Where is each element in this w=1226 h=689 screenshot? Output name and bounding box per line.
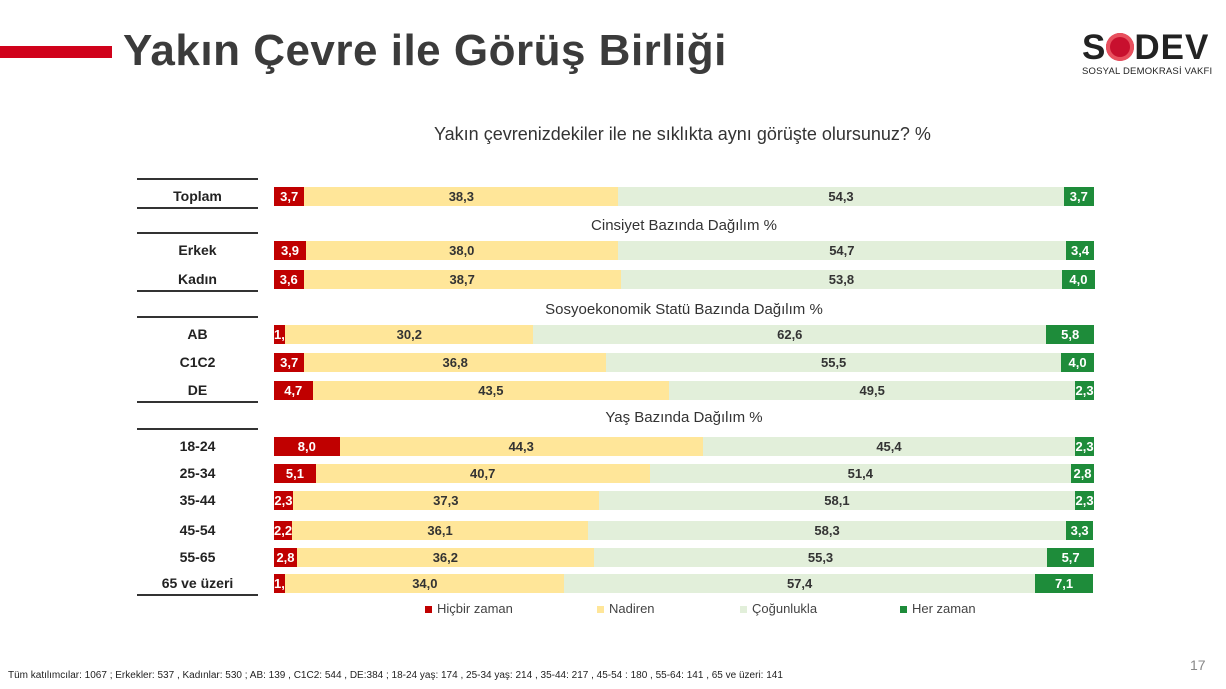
bar-segment-her-zaman: 2,3: [1075, 437, 1094, 456]
section-header: Yaş Bazında Dağılım %: [605, 409, 763, 426]
legend-label: Nadiren: [609, 601, 655, 616]
bar-segment-her-zaman: 2,8: [1071, 464, 1094, 483]
bar-segment-hiçbir-zaman: 1,4: [274, 574, 286, 593]
bar-segment-nadiren: 36,8: [304, 353, 607, 372]
sodev-logo: S DEV SOSYAL DEMOKRASİ VAKFI: [1082, 28, 1218, 78]
logo-wordmark: S DEV: [1082, 28, 1210, 67]
legend-swatch: [900, 606, 907, 613]
legend-item: Hiçbir zaman: [425, 601, 513, 616]
group-divider: [137, 594, 258, 596]
bar-segment-çoğunlukla: 54,7: [617, 241, 1067, 260]
group-divider: [137, 232, 258, 234]
bar-segment-çoğunlukla: 49,5: [669, 381, 1076, 400]
bar-segment-hiçbir-zaman: 3,9: [274, 241, 306, 260]
bar-segment-çoğunlukla: 55,3: [593, 548, 1048, 567]
bar-segment-nadiren: 38,3: [304, 187, 619, 206]
bar-segment-nadiren: 40,7: [315, 464, 650, 483]
group-divider: [137, 290, 258, 292]
bar-segment-her-zaman: 5,7: [1047, 548, 1094, 567]
row-label: 55-65: [179, 549, 216, 565]
bar-segment-çoğunlukla: 53,8: [620, 270, 1063, 289]
bar-segment-nadiren: 38,0: [305, 241, 618, 260]
row-label: 18-24: [179, 438, 216, 454]
bar-segment-nadiren: 43,5: [312, 381, 670, 400]
group-divider: [137, 401, 258, 403]
group-divider: [137, 428, 258, 430]
bar-segment-çoğunlukla: 58,1: [598, 491, 1076, 510]
legend-item: Nadiren: [597, 601, 655, 616]
bar-segment-hiçbir-zaman: 1,4: [274, 325, 286, 344]
legend-label: Hiçbir zaman: [437, 601, 513, 616]
section-header: Sosyoekonomik Statü Bazında Dağılım %: [545, 301, 823, 318]
legend-swatch: [597, 606, 604, 613]
bar-segment-nadiren: 37,3: [292, 491, 599, 510]
page-title: Yakın Çevre ile Görüş Birliği: [123, 26, 727, 75]
bar-segment-nadiren: 36,1: [292, 521, 589, 540]
bar-segment-nadiren: 38,7: [303, 270, 621, 289]
bar-segment-çoğunlukla: 62,6: [533, 325, 1047, 344]
row-label: Toplam: [173, 188, 222, 204]
row-label: Erkek: [178, 242, 217, 258]
section-header: Cinsiyet Bazında Dağılım %: [591, 217, 777, 234]
page-number: 17: [1190, 657, 1206, 673]
bar-segment-hiçbir-zaman: 2,2: [274, 521, 293, 540]
group-divider: [137, 316, 258, 318]
bar-segment-her-zaman: 3,7: [1063, 187, 1094, 206]
bar-segment-nadiren: 34,0: [285, 574, 565, 593]
bar-segment-her-zaman: 7,1: [1034, 574, 1094, 593]
bar-segment-her-zaman: 5,8: [1046, 325, 1094, 344]
chart-title: Yakın çevrenizdekiler ile ne sıklıkta ay…: [434, 124, 931, 144]
bar-segment-nadiren: 44,3: [339, 437, 703, 456]
bar-segment-çoğunlukla: 51,4: [649, 464, 1072, 483]
sample-size-note: Tüm katılımcılar: 1067 ; Erkekler: 537 ,…: [8, 670, 783, 681]
row-label: DE: [187, 382, 208, 398]
legend-item: Her zaman: [900, 601, 976, 616]
bar-segment-her-zaman: 4,0: [1062, 270, 1095, 289]
bar-segment-hiçbir-zaman: 2,3: [274, 491, 293, 510]
bar-segment-her-zaman: 2,3: [1075, 491, 1094, 510]
row-label: 65 ve üzeri: [161, 575, 234, 591]
row-label: 45-54: [179, 522, 216, 538]
bar-segment-hiçbir-zaman: 3,6: [274, 270, 304, 289]
bar-segment-hiçbir-zaman: 8,0: [274, 437, 340, 456]
bar-segment-her-zaman: 2,3: [1075, 381, 1094, 400]
row-label: 35-44: [179, 492, 216, 508]
bar-segment-hiçbir-zaman: 3,7: [274, 187, 305, 206]
bar-segment-hiçbir-zaman: 4,7: [274, 381, 313, 400]
row-label: Kadın: [178, 271, 217, 287]
row-label: 25-34: [179, 465, 216, 481]
row-label: AB: [187, 326, 208, 342]
legend-label: Çoğunlukla: [752, 601, 818, 616]
bar-segment-çoğunlukla: 55,5: [606, 353, 1062, 372]
bar-segment-çoğunlukla: 54,3: [618, 187, 1064, 206]
bar-segment-her-zaman: 3,4: [1066, 241, 1094, 260]
title-accent-bar: [0, 46, 112, 58]
rose-icon: [1106, 33, 1135, 61]
bar-segment-nadiren: 36,2: [296, 548, 594, 567]
bar-segment-hiçbir-zaman: 5,1: [274, 464, 316, 483]
bar-segment-çoğunlukla: 58,3: [588, 521, 1067, 540]
legend-item: Çoğunlukla: [740, 601, 817, 616]
bar-segment-çoğunlukla: 57,4: [564, 574, 1035, 593]
group-divider: [137, 207, 258, 209]
bar-segment-her-zaman: 3,3: [1066, 521, 1094, 540]
bar-segment-hiçbir-zaman: 3,7: [274, 353, 305, 372]
legend-swatch: [425, 606, 432, 613]
bar-segment-nadiren: 30,2: [285, 325, 534, 344]
row-label: C1C2: [179, 354, 216, 370]
group-divider: [137, 178, 258, 180]
legend-label: Her zaman: [912, 601, 976, 616]
bar-segment-her-zaman: 4,0: [1061, 353, 1094, 372]
legend-swatch: [740, 606, 747, 613]
bar-segment-hiçbir-zaman: 2,8: [274, 548, 297, 567]
logo-subtitle: SOSYAL DEMOKRASİ VAKFI: [1082, 66, 1213, 77]
bar-segment-çoğunlukla: 45,4: [702, 437, 1076, 456]
